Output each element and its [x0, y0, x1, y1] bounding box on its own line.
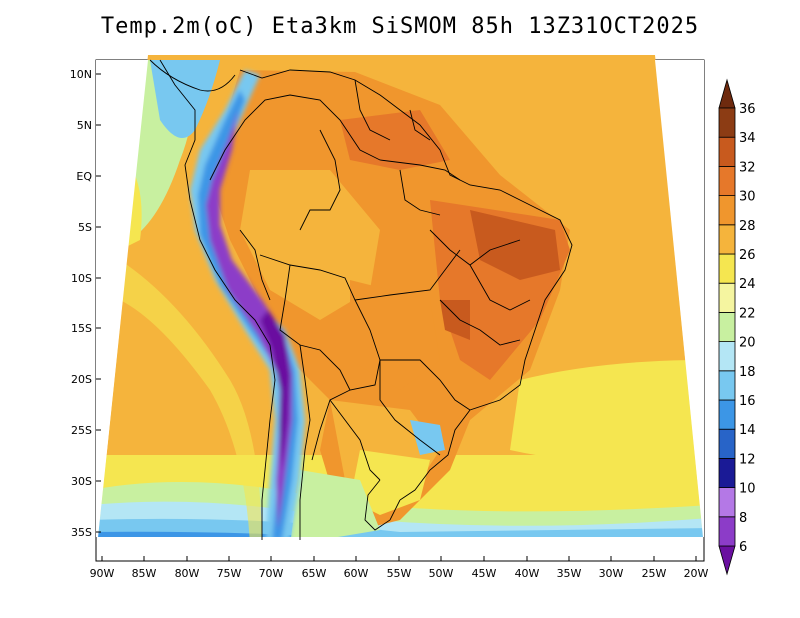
colorbar-min-arrow: [718, 545, 736, 576]
colorbar-segment: [718, 370, 736, 401]
colorbar-max-arrow: [718, 78, 736, 109]
colorbar-segment: [718, 282, 736, 313]
lon-tick: 55W: [387, 556, 412, 580]
lon-label: 35W: [557, 567, 582, 580]
colorbar-segment: [718, 516, 736, 547]
colorbar-label: 20: [739, 336, 756, 351]
lon-label: 45W: [472, 567, 497, 580]
lon-tick: 50W: [429, 556, 454, 580]
lon-label: 55W: [387, 567, 412, 580]
lon-label: 30W: [599, 567, 624, 580]
colorbar-label: 30: [739, 190, 756, 205]
country-borders: [149, 59, 573, 540]
lat-tick: 10S: [71, 272, 101, 285]
colorbar-label: 26: [739, 248, 756, 263]
lon-tick: 80W: [175, 556, 200, 580]
lon-label: 60W: [344, 567, 369, 580]
lon-tick: 30W: [599, 556, 624, 580]
colorbar-label: 6: [739, 540, 747, 555]
colorbar-segment: [718, 107, 736, 138]
colorbar-label: 10: [739, 482, 756, 497]
lon-label: 25W: [642, 567, 667, 580]
lat-tick: 10N: [70, 68, 101, 81]
lon-tick: 25W: [642, 556, 667, 580]
lon-tick: 75W: [217, 556, 242, 580]
lon-label: 20W: [684, 567, 709, 580]
lon-label: 75W: [217, 567, 242, 580]
lat-label: 25S: [71, 424, 92, 437]
lon-tick: 60W: [344, 556, 369, 580]
colorbar-segment: [718, 428, 736, 459]
colorbar-segment: [718, 341, 736, 372]
colorbar-segment: [718, 487, 736, 518]
lon-label: 90W: [90, 567, 115, 580]
lon-label: 70W: [259, 567, 284, 580]
colorbar-label: 28: [739, 219, 756, 234]
lon-tick: 65W: [302, 556, 327, 580]
colorbar-label: 22: [739, 306, 756, 321]
lat-label: 20S: [71, 373, 92, 386]
lat-label: 10S: [71, 272, 92, 285]
lat-label: 10N: [70, 68, 92, 81]
lon-tick: 45W: [472, 556, 497, 580]
colorbar-label: 24: [739, 277, 756, 292]
colorbar: 6 8 10 12 14 16 18 20 22 24 26 28 30 32 34 36: [718, 78, 756, 576]
lat-tick: 30S: [71, 475, 101, 488]
lat-label: 15S: [71, 322, 92, 335]
lat-tick: 5N: [77, 119, 101, 132]
colorbar-label: 12: [739, 452, 756, 467]
lat-tick: 20S: [71, 373, 101, 386]
colorbar-label: 18: [739, 365, 756, 380]
colorbar-segment: [718, 457, 736, 488]
lat-tick: 25S: [71, 424, 101, 437]
colorbar-segment: [718, 224, 736, 255]
colorbar-segment: [718, 195, 736, 226]
temperature-field: [98, 55, 703, 537]
colorbar-label: 8: [739, 511, 747, 526]
lon-label: 40W: [515, 567, 540, 580]
lon-tick: 70W: [259, 556, 284, 580]
colorbar-label: 36: [739, 102, 756, 117]
coastline: [159, 59, 276, 540]
lat-tick: 15S: [71, 322, 101, 335]
colorbar-label: 16: [739, 394, 756, 409]
lon-tick: 90W: [90, 556, 115, 580]
lat-label: 35S: [71, 526, 92, 539]
latitude-axis: 10N 5N EQ 5S 10S 15S 20S 25S 30S 35S: [70, 68, 101, 539]
lon-label: 85W: [132, 567, 157, 580]
lat-label: 5S: [78, 221, 92, 234]
colorbar-label: 34: [739, 131, 756, 146]
colorbar-segment: [718, 253, 736, 284]
longitude-axis: 90W 85W 80W 75W 70W 65W 60W 55W 50W 45W …: [90, 556, 709, 580]
colorbar-segment: [718, 311, 736, 342]
colorbar-segment: [718, 165, 736, 196]
map-title: Temp.2m(oC) Eta3km SiSMOM 85h 13Z31OCT20…: [100, 14, 700, 39]
colorbar-segment: [718, 136, 736, 167]
lon-label: 50W: [429, 567, 454, 580]
colorbar-label: 32: [739, 160, 756, 175]
lat-label: EQ: [76, 170, 92, 183]
colorbar-segment: [718, 399, 736, 430]
lat-tick: 5S: [78, 221, 101, 234]
lon-label: 65W: [302, 567, 327, 580]
lon-label: 80W: [175, 567, 200, 580]
colorbar-label: 14: [739, 423, 756, 438]
lat-tick: 35S: [71, 526, 101, 539]
lon-tick: 85W: [132, 556, 157, 580]
lat-label: 5N: [77, 119, 92, 132]
lon-tick: 40W: [515, 556, 540, 580]
lon-tick: 35W: [557, 556, 582, 580]
lon-tick: 20W: [684, 556, 709, 580]
lat-tick: EQ: [76, 170, 101, 183]
lat-label: 30S: [71, 475, 92, 488]
